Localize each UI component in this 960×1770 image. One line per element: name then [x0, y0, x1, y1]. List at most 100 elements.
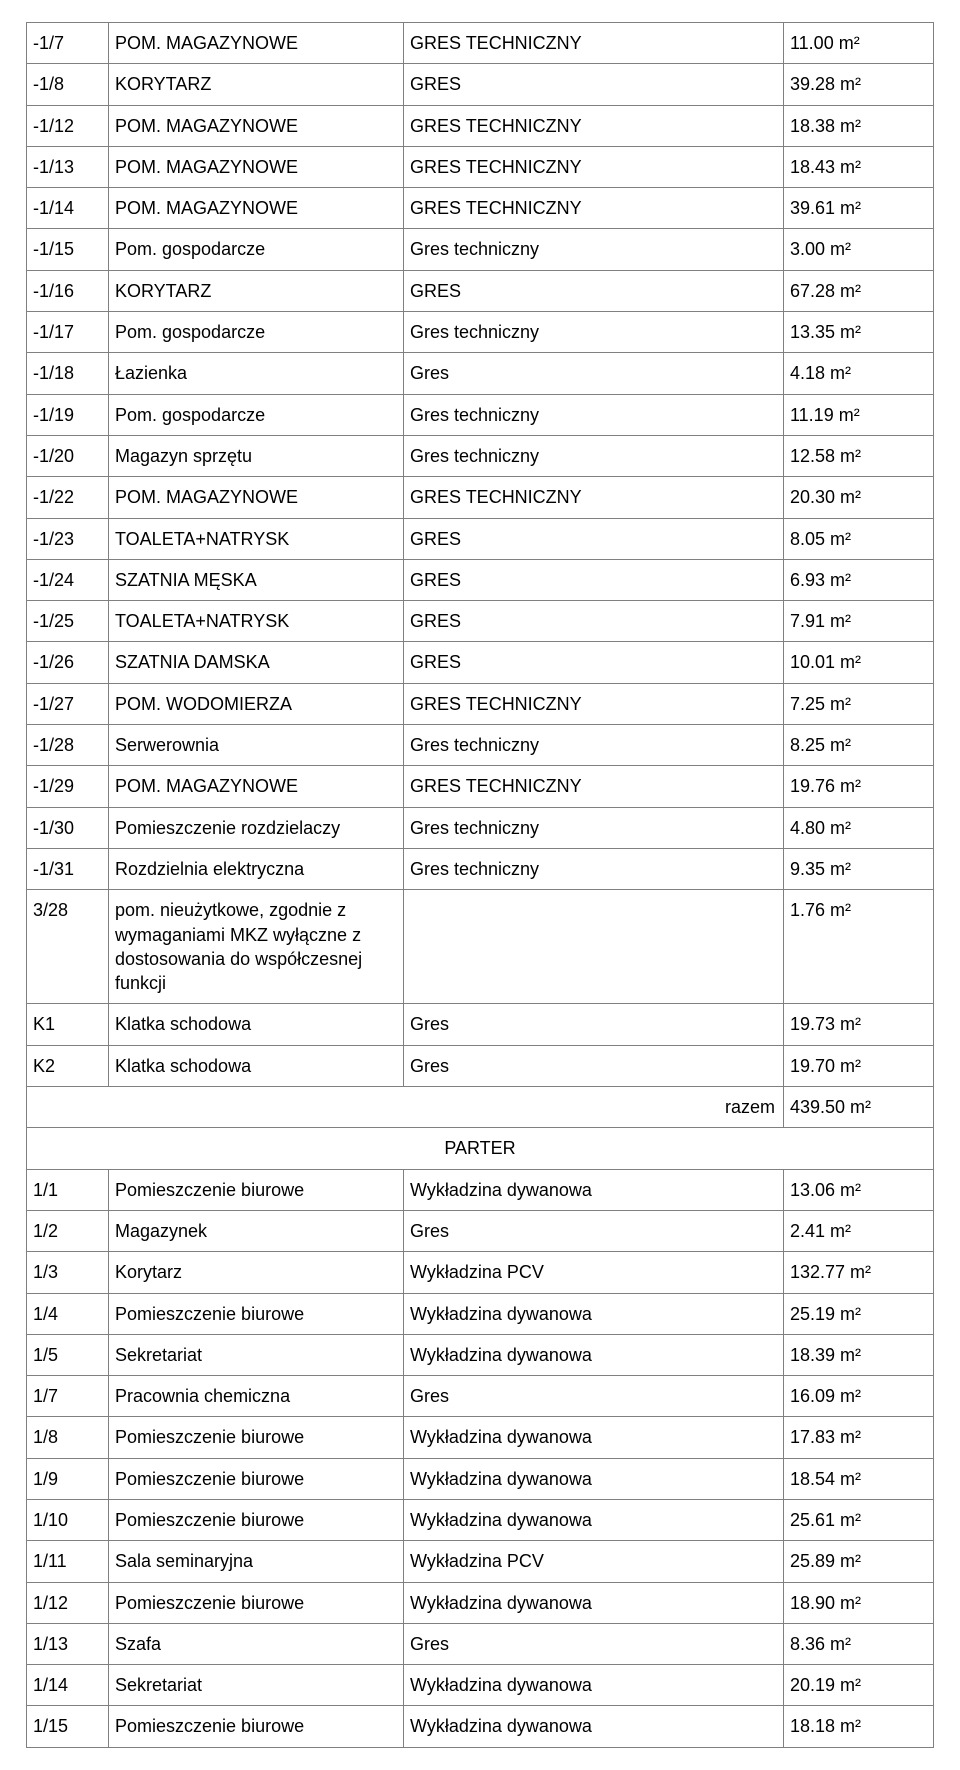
room-id: 1/7	[27, 1376, 109, 1417]
room-id: K2	[27, 1045, 109, 1086]
table-row: -1/26SZATNIA DAMSKAGRES10.01 m²	[27, 642, 934, 683]
table-row: 1/15Pomieszczenie biuroweWykładzina dywa…	[27, 1706, 934, 1747]
section-header-label: PARTER	[27, 1128, 934, 1169]
room-area: 1.76 m²	[784, 890, 934, 1004]
room-material: Wykładzina dywanowa	[404, 1706, 784, 1747]
room-name: POM. MAGAZYNOWE	[109, 146, 404, 187]
room-name: POM. MAGAZYNOWE	[109, 477, 404, 518]
room-area: 11.00 m²	[784, 23, 934, 64]
room-name: pom. nieużytkowe, zgodnie z wymaganiami …	[109, 890, 404, 1004]
room-area: 7.25 m²	[784, 683, 934, 724]
room-name: Magazyn sprzętu	[109, 435, 404, 476]
room-material: Wykładzina dywanowa	[404, 1665, 784, 1706]
table-row: 1/3KorytarzWykładzina PCV132.77 m²	[27, 1252, 934, 1293]
room-name: Pom. gospodarcze	[109, 312, 404, 353]
table-row: -1/17Pom. gospodarczeGres techniczny13.3…	[27, 312, 934, 353]
room-area: 20.30 m²	[784, 477, 934, 518]
room-material: Gres	[404, 353, 784, 394]
room-id: 1/11	[27, 1541, 109, 1582]
room-name: Pomieszczenie biurowe	[109, 1458, 404, 1499]
room-id: 3/28	[27, 890, 109, 1004]
table-row: -1/24SZATNIA MĘSKAGRES6.93 m²	[27, 559, 934, 600]
room-name: Magazynek	[109, 1210, 404, 1251]
room-id: 1/5	[27, 1334, 109, 1375]
room-area: 17.83 m²	[784, 1417, 934, 1458]
room-area: 13.35 m²	[784, 312, 934, 353]
room-name: Pracownia chemiczna	[109, 1376, 404, 1417]
room-area: 6.93 m²	[784, 559, 934, 600]
room-name: Korytarz	[109, 1252, 404, 1293]
room-material: GRES TECHNICZNY	[404, 188, 784, 229]
room-id: 1/4	[27, 1293, 109, 1334]
room-name: Sekretariat	[109, 1665, 404, 1706]
room-name: Pomieszczenie biurowe	[109, 1706, 404, 1747]
room-area: 13.06 m²	[784, 1169, 934, 1210]
table-row: -1/29POM. MAGAZYNOWEGRES TECHNICZNY19.76…	[27, 766, 934, 807]
room-material: Gres techniczny	[404, 848, 784, 889]
room-material: Gres techniczny	[404, 394, 784, 435]
table-row: 1/13SzafaGres8.36 m²	[27, 1623, 934, 1664]
room-material: Wykładzina dywanowa	[404, 1582, 784, 1623]
table-row: 1/12Pomieszczenie biuroweWykładzina dywa…	[27, 1582, 934, 1623]
room-material: GRES	[404, 518, 784, 559]
room-material: Wykładzina dywanowa	[404, 1458, 784, 1499]
room-area: 9.35 m²	[784, 848, 934, 889]
table-row: 1/8Pomieszczenie biuroweWykładzina dywan…	[27, 1417, 934, 1458]
room-id: -1/22	[27, 477, 109, 518]
room-material: GRES TECHNICZNY	[404, 105, 784, 146]
room-material: Gres	[404, 1376, 784, 1417]
room-area: 18.54 m²	[784, 1458, 934, 1499]
room-area: 12.58 m²	[784, 435, 934, 476]
room-area: 3.00 m²	[784, 229, 934, 270]
room-id: -1/28	[27, 725, 109, 766]
room-id: 1/12	[27, 1582, 109, 1623]
table-row: 1/14SekretariatWykładzina dywanowa20.19 …	[27, 1665, 934, 1706]
room-id: -1/30	[27, 807, 109, 848]
room-name: Klatka schodowa	[109, 1004, 404, 1045]
room-id: 1/2	[27, 1210, 109, 1251]
room-area: 19.76 m²	[784, 766, 934, 807]
table-row: -1/13POM. MAGAZYNOWEGRES TECHNICZNY18.43…	[27, 146, 934, 187]
room-material: Wykładzina PCV	[404, 1541, 784, 1582]
room-area: 10.01 m²	[784, 642, 934, 683]
total-area: 439.50 m²	[784, 1087, 934, 1128]
room-name: Szafa	[109, 1623, 404, 1664]
table-row: -1/22POM. MAGAZYNOWEGRES TECHNICZNY20.30…	[27, 477, 934, 518]
room-id: -1/27	[27, 683, 109, 724]
room-id: -1/31	[27, 848, 109, 889]
room-area: 18.38 m²	[784, 105, 934, 146]
room-material: Gres techniczny	[404, 312, 784, 353]
room-id: -1/23	[27, 518, 109, 559]
room-material: Gres techniczny	[404, 229, 784, 270]
room-id: K1	[27, 1004, 109, 1045]
table-row: -1/12POM. MAGAZYNOWEGRES TECHNICZNY18.38…	[27, 105, 934, 146]
room-material: GRES	[404, 642, 784, 683]
room-id: 1/8	[27, 1417, 109, 1458]
table-row: -1/20Magazyn sprzętuGres techniczny12.58…	[27, 435, 934, 476]
room-area: 18.39 m²	[784, 1334, 934, 1375]
table-row: -1/31Rozdzielnia elektrycznaGres technic…	[27, 848, 934, 889]
room-id: -1/12	[27, 105, 109, 146]
table-row: K1Klatka schodowaGres19.73 m²	[27, 1004, 934, 1045]
room-area: 11.19 m²	[784, 394, 934, 435]
room-material: GRES TECHNICZNY	[404, 146, 784, 187]
room-name: Pom. gospodarcze	[109, 394, 404, 435]
room-area: 19.73 m²	[784, 1004, 934, 1045]
room-id: -1/16	[27, 270, 109, 311]
room-name: Rozdzielnia elektryczna	[109, 848, 404, 889]
room-area: 18.18 m²	[784, 1706, 934, 1747]
room-material: GRES TECHNICZNY	[404, 23, 784, 64]
section-header-row: PARTER	[27, 1128, 934, 1169]
table-row: 3/28pom. nieużytkowe, zgodnie z wymagani…	[27, 890, 934, 1004]
total-label: razem	[27, 1087, 784, 1128]
room-area: 4.18 m²	[784, 353, 934, 394]
total-row: razem439.50 m²	[27, 1087, 934, 1128]
room-name: POM. MAGAZYNOWE	[109, 766, 404, 807]
room-name: Sala seminaryjna	[109, 1541, 404, 1582]
room-id: -1/18	[27, 353, 109, 394]
room-area: 67.28 m²	[784, 270, 934, 311]
table-row: -1/19Pom. gospodarczeGres techniczny11.1…	[27, 394, 934, 435]
room-id: -1/13	[27, 146, 109, 187]
room-material: Wykładzina dywanowa	[404, 1334, 784, 1375]
room-area: 19.70 m²	[784, 1045, 934, 1086]
